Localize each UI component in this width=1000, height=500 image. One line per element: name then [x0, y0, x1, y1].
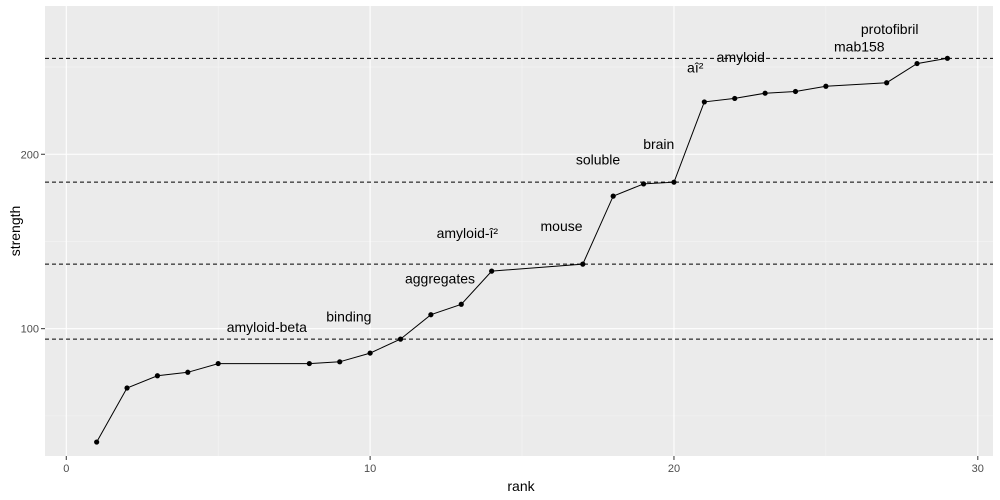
x-tick-label: 20 [668, 463, 680, 475]
data-point [762, 90, 768, 96]
data-point [489, 268, 495, 274]
annotation-label: aî² [687, 59, 704, 75]
data-point [823, 83, 829, 89]
data-point [367, 350, 373, 356]
data-point [458, 301, 464, 307]
x-tick-label: 10 [364, 463, 376, 475]
data-point [215, 360, 221, 367]
grid-minor [45, 6, 993, 456]
data-series [94, 55, 951, 445]
data-point [671, 179, 677, 185]
annotations: amyloid-beta binding aggregates amyloid-î² m… [227, 21, 919, 335]
annotation-label: amyloid-beta [227, 319, 307, 335]
annotation-label: soluble [576, 152, 621, 168]
data-point [306, 360, 312, 367]
data-point [944, 55, 951, 61]
data-point [701, 99, 707, 105]
data-point [337, 359, 343, 365]
data-point [792, 88, 799, 95]
data-point [580, 261, 586, 267]
annotation-label: mouse [541, 218, 583, 234]
data-point [884, 80, 890, 86]
series-line [96, 57, 948, 443]
annotation-label: binding [326, 309, 371, 325]
y-axis-title: strength [7, 206, 23, 257]
data-point [640, 181, 647, 187]
data-point [914, 60, 920, 67]
y-tick-label: 200 [21, 149, 39, 161]
data-point [154, 373, 161, 379]
annotation-label: protofibril [861, 21, 919, 37]
data-point [610, 193, 616, 199]
data-point [94, 439, 100, 445]
data-point [732, 95, 738, 102]
data-point [185, 369, 191, 375]
x-tick-label: 0 [63, 463, 69, 475]
data-point [124, 385, 130, 391]
annotation-label: amyloid [717, 49, 765, 65]
annotation-label: brain [643, 136, 674, 152]
annotation-label: amyloid-î² [437, 225, 499, 241]
data-point [397, 336, 404, 342]
annotation-label: aggregates [405, 270, 475, 286]
x-tick-label: 30 [972, 463, 984, 475]
plot-panel [45, 6, 993, 456]
axes: 0 10 20 30 100 200 [21, 149, 984, 475]
grid-major [45, 6, 993, 456]
data-point [428, 312, 434, 318]
annotation-label: mab158 [834, 38, 885, 54]
x-axis-title: rank [507, 478, 535, 494]
y-tick-label: 100 [21, 324, 39, 336]
